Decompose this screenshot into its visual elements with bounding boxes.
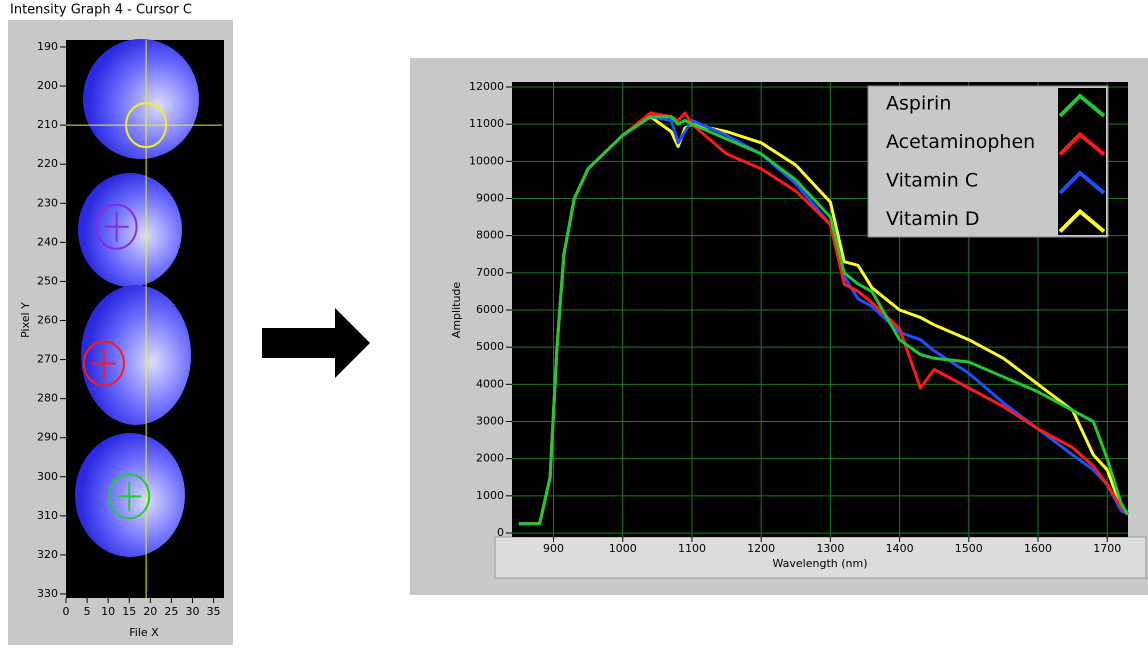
x-tick-label: 35 [207,605,221,618]
x-axis-label: Wavelength (nm) [772,557,867,570]
y-tick-label: 300 [37,470,58,483]
y-tick-label: 290 [37,431,58,444]
x-tick-label: 10 [101,605,115,618]
x-tick-label: 1600 [1024,542,1052,555]
y-tick-label: 2000 [476,452,504,465]
x-axis-label: File X [129,626,159,639]
title-clip: Intensity Graph 4 - Cursor C [10,3,192,18]
y-tick-label: 12000 [469,80,504,93]
y-tick-label: 7000 [476,266,504,279]
y-tick-label: 4000 [476,377,504,390]
x-tick-label: 1200 [747,542,775,555]
legend: Aspirin Acetaminophen Vitamin C Vitamin D [868,86,1108,237]
y-tick-label: 9000 [476,192,504,205]
x-tick-label: 20 [143,605,157,618]
x-tick-label: 15 [122,605,136,618]
x-tick-label: 900 [543,542,564,555]
y-tick-label: 250 [37,274,58,287]
y-tick-label: 0 [497,526,504,539]
y-tick-label: 280 [37,392,58,405]
y-tick-label: 260 [37,314,58,327]
y-axis-label: Pixel Y [19,302,32,338]
x-tick-label: 30 [185,605,199,618]
y-tick-label: 5000 [476,340,504,353]
y-tick-label: 230 [37,196,58,209]
y-tick-label: 310 [37,509,58,522]
screen: Intensity Graph 4 - Cursor C 19020021022… [0,0,1148,645]
y-tick-label: 190 [37,40,58,53]
y-tick-label: 240 [37,235,58,248]
y-tick-label: 1000 [476,489,504,502]
x-tick-label: 1500 [955,542,983,555]
y-tick-label: 11000 [469,117,504,130]
x-tick-label: 1400 [886,542,914,555]
arrow [262,308,370,378]
y-tick-label: 210 [37,118,58,131]
y-tick-label: 10000 [469,154,504,167]
tablet [81,285,191,425]
legend-label: Vitamin D [886,208,979,230]
y-tick-label: 330 [37,587,58,600]
y-tick-label: 8000 [476,229,504,242]
y-tick-label: 220 [37,157,58,170]
legend-label: Vitamin C [886,170,978,192]
x-tick-label: 1300 [816,542,844,555]
legend-label: Aspirin [886,93,951,115]
tablet [78,173,182,287]
y-tick-label: 3000 [476,415,504,428]
x-tick-label: 0 [63,605,70,618]
tablet [83,39,199,159]
chart-title: Intensity Graph 4 - Cursor C [10,3,192,18]
y-axis-label: Amplitude [450,282,463,339]
x-tick-label: 1100 [678,542,706,555]
legend-label: Acetaminophen [886,131,1035,153]
x-tick-label: 5 [84,605,91,618]
y-tick-label: 200 [37,79,58,92]
y-tick-label: 6000 [476,303,504,316]
page: Intensity Graph 4 - Cursor C 19020021022… [0,0,1148,645]
y-tick-label: 320 [37,548,58,561]
x-tick-label: 1000 [609,542,637,555]
y-tick-label: 270 [37,353,58,366]
x-tick-label: 25 [164,605,178,618]
x-tick-label: 1700 [1093,542,1121,555]
